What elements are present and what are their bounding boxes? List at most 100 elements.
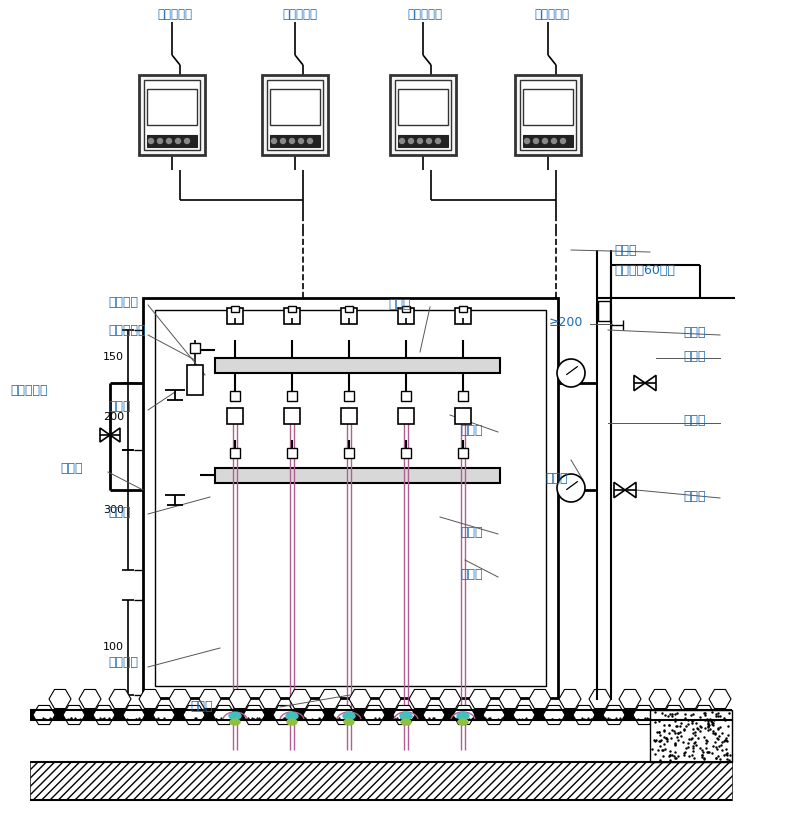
Circle shape — [271, 139, 276, 144]
Bar — [262, 75, 328, 155]
Circle shape — [167, 139, 172, 144]
Bar — [459, 306, 467, 312]
Text: 截止阀: 截止阀 — [683, 490, 705, 503]
Text: 截止阀: 截止阀 — [683, 349, 705, 362]
Text: 泄水阀: 泄水阀 — [108, 401, 131, 414]
Text: 自动排气阀: 自动排气阀 — [108, 323, 145, 336]
Text: 活接头: 活接头 — [460, 526, 483, 539]
Bar — [344, 391, 354, 401]
Polygon shape — [625, 482, 636, 498]
Text: 100: 100 — [103, 642, 124, 653]
Text: 集水器: 集水器 — [460, 569, 483, 582]
Bar — [147, 135, 197, 147]
Polygon shape — [110, 428, 120, 442]
Bar — [523, 135, 573, 147]
Bar — [270, 135, 320, 147]
Circle shape — [557, 359, 585, 387]
Bar — [230, 391, 240, 401]
Circle shape — [560, 139, 566, 144]
Bar — [398, 308, 414, 324]
Bar — [458, 391, 468, 401]
Bar — [155, 310, 546, 686]
Text: 室温温控器: 室温温控器 — [408, 7, 443, 20]
Polygon shape — [100, 428, 110, 442]
Bar — [288, 306, 296, 312]
Bar — [287, 391, 297, 401]
Circle shape — [157, 139, 163, 144]
Ellipse shape — [229, 712, 241, 720]
Circle shape — [534, 139, 539, 144]
Bar — [598, 301, 610, 321]
Text: 压力旁通阀: 压力旁通阀 — [10, 384, 48, 397]
Text: 集水器: 集水器 — [60, 462, 82, 474]
Bar — [144, 80, 200, 150]
Bar — [458, 448, 468, 458]
Bar — [455, 308, 471, 324]
Circle shape — [409, 139, 413, 144]
Polygon shape — [645, 375, 656, 391]
Circle shape — [281, 139, 286, 144]
Bar — [455, 408, 471, 424]
Ellipse shape — [458, 719, 468, 725]
Ellipse shape — [401, 719, 411, 725]
Circle shape — [557, 474, 585, 502]
Text: 温度计: 温度计 — [683, 414, 705, 427]
Polygon shape — [634, 375, 645, 391]
Bar — [215, 468, 500, 483]
Text: 压力表: 压力表 — [614, 243, 637, 256]
Bar — [398, 89, 448, 125]
Bar — [344, 448, 354, 458]
Bar — [30, 762, 732, 800]
Bar — [398, 408, 414, 424]
Circle shape — [176, 139, 180, 144]
Bar — [227, 308, 243, 324]
Text: 活接头: 活接头 — [460, 424, 483, 437]
Text: 150: 150 — [103, 352, 124, 361]
Circle shape — [298, 139, 303, 144]
Bar — [341, 308, 357, 324]
Bar — [523, 89, 573, 125]
Circle shape — [184, 139, 189, 144]
Circle shape — [524, 139, 530, 144]
Circle shape — [290, 139, 294, 144]
Text: 内置阀门: 内置阀门 — [108, 657, 138, 669]
Text: 室温温控器: 室温温控器 — [282, 7, 318, 20]
Circle shape — [307, 139, 313, 144]
Bar — [231, 306, 239, 312]
Bar — [398, 135, 448, 147]
Bar — [284, 408, 300, 424]
Text: 泄水阀: 泄水阀 — [108, 505, 131, 518]
Circle shape — [543, 139, 547, 144]
Bar — [395, 80, 451, 150]
Text: 300: 300 — [103, 505, 124, 515]
Bar — [402, 306, 410, 312]
Bar — [139, 75, 205, 155]
Bar — [401, 448, 411, 458]
Circle shape — [400, 139, 405, 144]
Text: 温度计: 温度计 — [683, 326, 705, 339]
Ellipse shape — [287, 719, 297, 725]
Polygon shape — [614, 482, 625, 498]
Bar — [30, 710, 732, 720]
Ellipse shape — [457, 712, 469, 720]
Bar — [341, 408, 357, 424]
Circle shape — [426, 139, 432, 144]
Text: 室温温控器: 室温温控器 — [535, 7, 570, 20]
Text: 加热管: 加热管 — [190, 699, 212, 712]
Text: 室温温控器: 室温温控器 — [157, 7, 192, 20]
Ellipse shape — [230, 719, 240, 725]
Ellipse shape — [400, 712, 412, 720]
Text: 分水器: 分水器 — [388, 299, 410, 312]
Bar — [515, 75, 581, 155]
Bar — [227, 408, 243, 424]
Bar — [190, 343, 200, 353]
Bar — [284, 308, 300, 324]
Bar — [520, 80, 576, 150]
Bar — [345, 306, 353, 312]
Bar — [143, 298, 558, 698]
Bar — [215, 358, 500, 373]
Text: 200: 200 — [103, 411, 124, 422]
Circle shape — [148, 139, 153, 144]
Ellipse shape — [344, 719, 354, 725]
Bar — [230, 448, 240, 458]
